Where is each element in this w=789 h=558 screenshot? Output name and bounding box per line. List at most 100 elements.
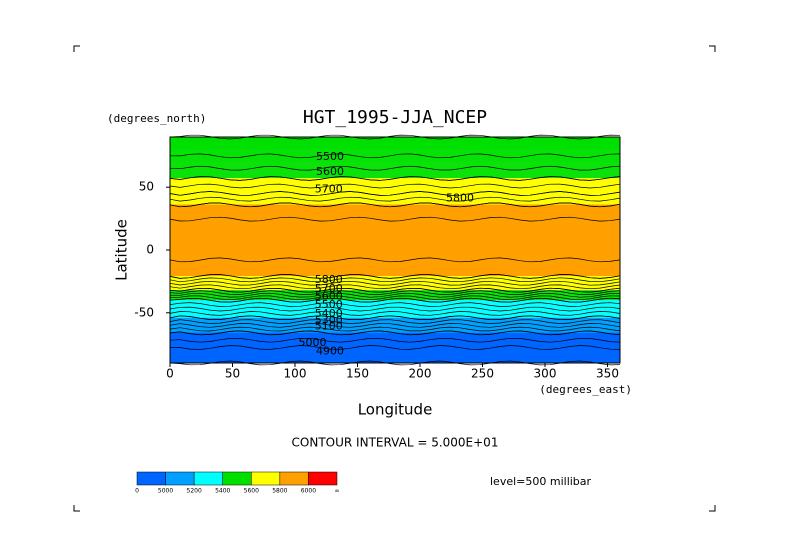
x-tick-label: 200 [409, 367, 432, 381]
field-strip [170, 206, 620, 208]
field-strip [170, 185, 620, 187]
field-strip [170, 251, 620, 253]
field-strip [170, 231, 620, 234]
field-strip [170, 326, 620, 328]
field-strip [170, 197, 620, 199]
field-strip [170, 317, 620, 318]
x-tick-label: 0 [166, 367, 174, 381]
field-strip [170, 221, 620, 223]
field-strip [170, 234, 620, 237]
x-tick-label: 350 [596, 367, 619, 381]
field-strip [170, 287, 620, 289]
field-strip [170, 202, 620, 204]
field-strip [170, 266, 620, 268]
field-strip [170, 241, 620, 244]
field-strip [170, 175, 620, 177]
field-strip [170, 352, 620, 354]
field-strip [170, 137, 620, 139]
field-strip [170, 213, 620, 215]
field-strip [170, 360, 620, 362]
field-strip [170, 196, 620, 198]
field-strip [170, 316, 620, 318]
field-strip [170, 354, 620, 356]
field-strip [170, 340, 620, 343]
field-strip [170, 345, 620, 348]
contour-line [169, 290, 621, 295]
field-strip [170, 227, 620, 230]
field-strip [170, 293, 620, 295]
field-strip [170, 239, 620, 242]
contour-label: 5500 [316, 150, 344, 163]
field-strip [170, 273, 620, 275]
field-strip [170, 159, 620, 161]
field-strip [170, 146, 620, 148]
field-strip [170, 160, 620, 162]
field-strip [170, 255, 620, 257]
field-strip [170, 204, 620, 205]
field-strip [170, 176, 620, 178]
field-strip [170, 254, 620, 256]
field-strip [170, 263, 620, 265]
contour-line [169, 280, 621, 286]
contour-line [169, 319, 621, 324]
field-strip [170, 247, 620, 250]
field-strip [170, 338, 620, 341]
colorbar-label: 5800 [272, 488, 287, 495]
field-strip [170, 333, 620, 336]
field-strip [170, 149, 620, 150]
field-strip [170, 269, 620, 271]
field-strip [170, 308, 620, 310]
contour-line [169, 292, 621, 298]
field-strip [170, 252, 620, 254]
field-strip [170, 218, 620, 220]
field-strip [170, 343, 620, 346]
page-corners [73, 45, 716, 512]
field-strip [170, 257, 620, 259]
field-strip [170, 310, 620, 312]
field-strip [170, 149, 620, 151]
field-strip [170, 223, 620, 225]
contour-line [169, 295, 621, 301]
field-strip [170, 281, 620, 283]
field-strip [170, 299, 620, 301]
field-strip [170, 199, 620, 201]
field-strip [170, 301, 620, 303]
field-strip [170, 204, 620, 206]
field-strip [170, 195, 620, 197]
field-strip [170, 170, 620, 172]
field-strip [170, 158, 620, 160]
contour-line [169, 315, 621, 321]
field-strip [170, 359, 620, 361]
y-tick-label: 0 [146, 243, 154, 257]
field-strip [170, 250, 620, 252]
field-strip [170, 222, 620, 224]
field-strip [170, 229, 620, 232]
field-strip [170, 242, 620, 245]
contour-label: 5600 [316, 165, 344, 178]
field-strip [170, 314, 620, 316]
field-strip [170, 284, 620, 286]
contour-label: 5100 [315, 320, 343, 333]
contour-line [169, 311, 621, 316]
field-strip [170, 358, 620, 360]
field-strip [170, 150, 620, 152]
field-strip [170, 214, 620, 216]
x-tick-label: 250 [471, 367, 494, 381]
field-strip [170, 226, 620, 229]
contour-label: 4900 [316, 345, 344, 358]
contour-label: 5300 [315, 313, 343, 326]
field-strip [170, 322, 620, 324]
contour-line [169, 216, 621, 222]
field-strip [170, 172, 620, 174]
field-strip [170, 288, 620, 290]
contour-line [169, 284, 621, 290]
x-label: Longitude [358, 401, 433, 419]
field-strip [170, 165, 620, 167]
field-strip [170, 148, 620, 150]
field-strip [170, 332, 620, 335]
field-strip [170, 215, 620, 217]
field-strip [170, 289, 620, 291]
field-strip [170, 313, 620, 315]
contour-label: 5800 [446, 192, 474, 205]
field-strip [170, 285, 620, 287]
